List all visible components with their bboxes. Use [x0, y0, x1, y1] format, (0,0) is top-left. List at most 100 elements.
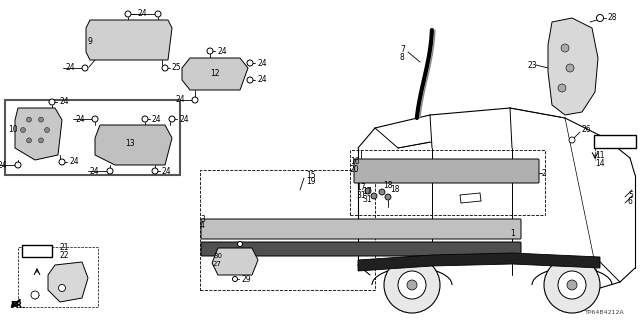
Text: 4: 4	[200, 221, 205, 230]
Text: 24: 24	[257, 59, 267, 68]
Circle shape	[142, 116, 148, 122]
Text: 24: 24	[0, 161, 8, 170]
Circle shape	[169, 116, 175, 122]
Polygon shape	[212, 248, 258, 275]
Bar	[18, 247, 98, 307]
Bar	[5, 100, 180, 175]
Polygon shape	[86, 20, 172, 60]
Circle shape	[561, 44, 569, 52]
Text: 18: 18	[390, 186, 399, 195]
Circle shape	[20, 127, 26, 132]
Text: 19: 19	[306, 178, 316, 187]
Circle shape	[38, 117, 44, 122]
Circle shape	[152, 168, 158, 174]
Circle shape	[569, 137, 575, 143]
Circle shape	[558, 84, 566, 92]
Text: 15: 15	[306, 171, 316, 180]
Text: 18: 18	[383, 180, 392, 189]
Circle shape	[247, 77, 253, 83]
Text: FR.: FR.	[10, 300, 26, 309]
Circle shape	[407, 280, 417, 290]
Text: 31: 31	[362, 196, 372, 204]
Text: 31: 31	[356, 191, 365, 201]
Circle shape	[558, 271, 586, 299]
Text: 24: 24	[175, 95, 184, 105]
Circle shape	[385, 194, 391, 200]
FancyBboxPatch shape	[201, 219, 521, 239]
Text: 25: 25	[172, 63, 182, 73]
Text: 13: 13	[125, 139, 135, 148]
Text: 24: 24	[217, 46, 227, 55]
Polygon shape	[15, 108, 62, 160]
Circle shape	[31, 291, 39, 299]
Circle shape	[58, 284, 65, 292]
Text: 27: 27	[213, 261, 222, 267]
Circle shape	[162, 65, 168, 71]
Text: 24: 24	[257, 76, 267, 84]
Circle shape	[398, 271, 426, 299]
Circle shape	[45, 127, 49, 132]
Circle shape	[232, 276, 237, 282]
Circle shape	[247, 60, 253, 66]
Circle shape	[26, 138, 31, 143]
Circle shape	[107, 168, 113, 174]
Text: 30: 30	[213, 253, 222, 259]
Circle shape	[82, 65, 88, 71]
Circle shape	[192, 97, 198, 103]
Circle shape	[155, 11, 161, 17]
Text: 24: 24	[65, 63, 75, 73]
Text: 24: 24	[162, 166, 172, 175]
Text: 1: 1	[510, 228, 515, 237]
Text: 17: 17	[356, 183, 365, 193]
FancyBboxPatch shape	[354, 159, 539, 183]
Text: 2: 2	[541, 169, 546, 178]
Circle shape	[15, 162, 21, 168]
Text: 8: 8	[400, 52, 404, 61]
Text: 23: 23	[528, 60, 538, 69]
FancyBboxPatch shape	[22, 245, 52, 257]
FancyBboxPatch shape	[201, 242, 521, 256]
Text: TP64B4212A: TP64B4212A	[585, 309, 625, 315]
Text: 7: 7	[400, 45, 405, 54]
Text: 24: 24	[69, 157, 79, 166]
Circle shape	[49, 99, 55, 105]
Text: 29: 29	[241, 275, 251, 284]
Circle shape	[59, 159, 65, 165]
Text: 10: 10	[8, 125, 18, 134]
Text: 21: 21	[60, 244, 70, 252]
Text: 17: 17	[362, 188, 372, 196]
Text: 24: 24	[75, 115, 84, 124]
Text: 22: 22	[60, 251, 70, 260]
Text: 24: 24	[152, 115, 162, 124]
Bar	[200, 170, 375, 290]
FancyBboxPatch shape	[594, 135, 636, 148]
Bar	[350, 150, 545, 215]
Circle shape	[379, 189, 385, 195]
Text: 14: 14	[595, 158, 605, 167]
Circle shape	[92, 116, 98, 122]
Text: 26: 26	[582, 125, 591, 134]
Polygon shape	[95, 125, 172, 165]
Text: B-46-51: B-46-51	[600, 138, 630, 144]
Circle shape	[125, 11, 131, 17]
Circle shape	[596, 14, 604, 21]
Polygon shape	[358, 253, 600, 271]
Circle shape	[384, 257, 440, 313]
Text: 11: 11	[595, 150, 605, 159]
Text: 24: 24	[179, 115, 189, 124]
Text: 24: 24	[90, 166, 100, 175]
Polygon shape	[48, 262, 88, 302]
Circle shape	[26, 117, 31, 122]
Circle shape	[237, 242, 243, 246]
Circle shape	[365, 188, 371, 194]
Text: 20: 20	[350, 165, 360, 174]
Text: 6: 6	[628, 197, 633, 206]
Circle shape	[207, 48, 213, 54]
Text: 16: 16	[350, 157, 360, 166]
Text: 12: 12	[211, 68, 220, 77]
Circle shape	[38, 138, 44, 143]
Circle shape	[567, 280, 577, 290]
Text: 24: 24	[138, 10, 148, 19]
Circle shape	[371, 193, 377, 199]
Circle shape	[544, 257, 600, 313]
